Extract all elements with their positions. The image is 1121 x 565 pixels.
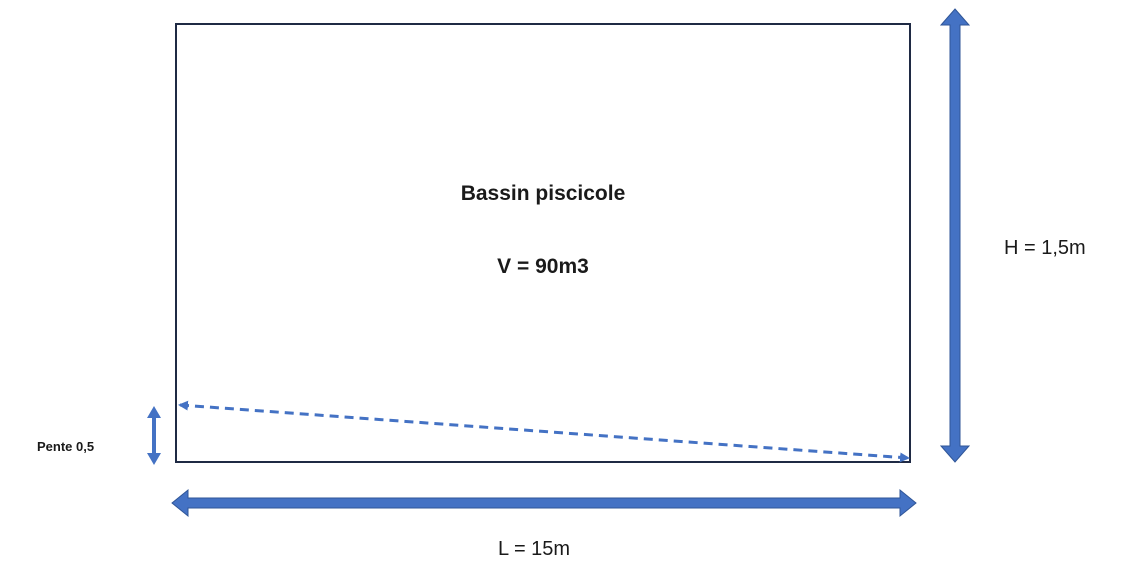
basin-title: Bassin piscicole [460,182,626,205]
height-double-arrow-icon [939,8,971,463]
slope-height-arrow-icon [147,406,161,465]
length-double-arrow-icon [171,488,917,518]
volume-label: V = 90m3 [497,255,589,278]
slope-dashed-line [178,400,910,463]
height-label: H = 1,5m [1004,237,1086,259]
slope-label: Pente 0,5 [37,439,95,454]
length-label: L = 15m [498,538,571,560]
basin-rectangle [175,23,911,463]
